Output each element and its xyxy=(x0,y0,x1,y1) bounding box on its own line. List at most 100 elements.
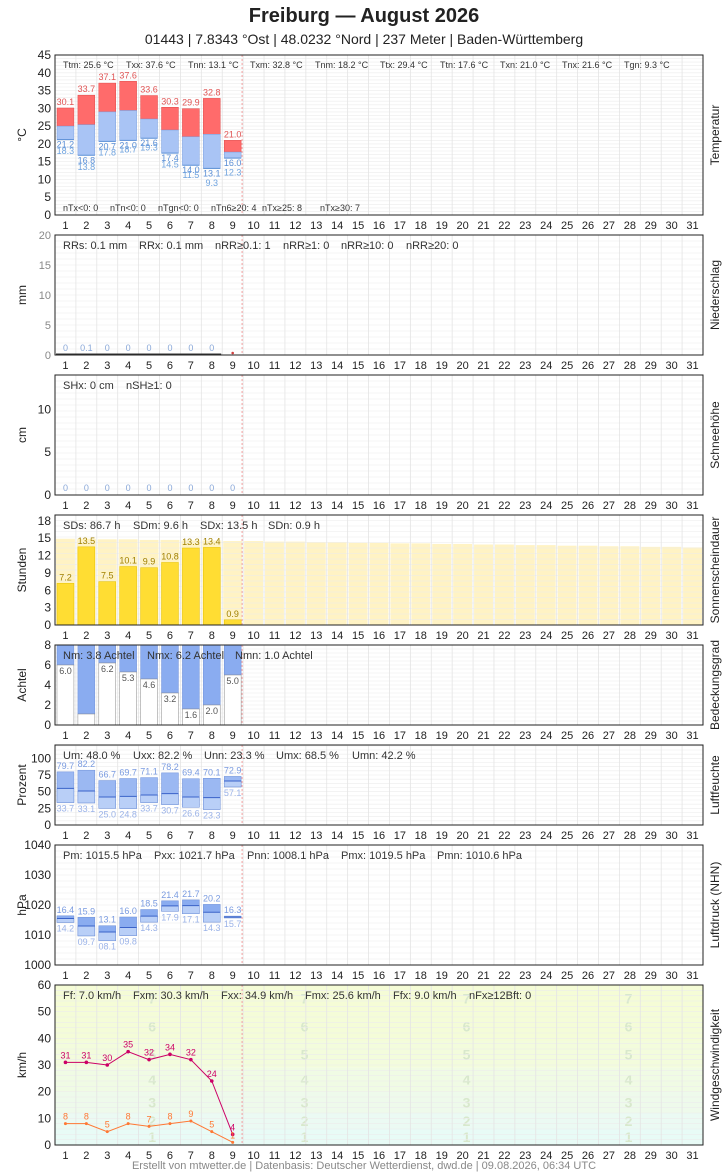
snow-x-tick: 11 xyxy=(269,500,280,512)
clouds-x-tick: 10 xyxy=(247,730,259,742)
clouds-stat: Nmx: 6.2 Achtel xyxy=(147,650,224,662)
precipitation-y-tick: 10 xyxy=(39,290,51,302)
precipitation-y-tick: 0 xyxy=(45,350,51,362)
temperature-frame xyxy=(54,54,704,216)
wind-mean-label: 8 xyxy=(167,1112,172,1122)
precipitation-x-tick: 22 xyxy=(498,360,510,372)
clouds-x-tick: 20 xyxy=(456,730,468,742)
beaufort-label: 4 xyxy=(463,1072,471,1088)
wind-stat: Ffx: 9.0 km/h xyxy=(393,990,457,1002)
snow-x-tick: 23 xyxy=(519,500,531,512)
humidity-x-tick: 10 xyxy=(247,830,259,842)
beaufort-label: 6 xyxy=(463,1018,471,1034)
humidity-min-label: 57.1 xyxy=(224,788,242,798)
sunshine-x-tick: 8 xyxy=(209,630,215,642)
pressure-max-label: 16.4 xyxy=(57,905,75,915)
precipitation-stat: nRR≥20: 0 xyxy=(406,240,459,252)
wind-y-label: km/h xyxy=(15,1052,29,1078)
precipitation-x-tick: 25 xyxy=(561,360,573,372)
sunshine-bar xyxy=(119,566,137,626)
humidity-lower-bar xyxy=(182,796,200,808)
temperature-x-tick: 26 xyxy=(582,220,594,232)
wind-x-tick: 12 xyxy=(289,1150,301,1160)
humidity-stat: Uxx: 82.2 % xyxy=(133,750,193,762)
wind-mean-point xyxy=(189,1119,193,1123)
wind-mean-point xyxy=(168,1122,172,1126)
humidity-x-tick: 4 xyxy=(125,830,131,842)
sunshine-stat: SDs: 86.7 h xyxy=(63,520,120,532)
sunshine-y-tick: 3 xyxy=(44,601,51,615)
beaufort-band xyxy=(55,1011,703,1041)
sunshine-y-label: Stunden xyxy=(15,548,29,593)
wind-x-tick: 28 xyxy=(624,1150,636,1160)
sunshine-x-tick: 10 xyxy=(247,630,259,642)
station-info: 01443 | 7.8343 °Ost | 48.0232 °Nord | 23… xyxy=(144,31,584,47)
humidity-max-label: 66.7 xyxy=(98,770,116,780)
temp-min-label: 21.6 xyxy=(140,138,158,148)
sunshine-y-tick: 18 xyxy=(38,514,52,528)
humidity-x-tick: 27 xyxy=(603,830,615,842)
wind-gust-label: 4 xyxy=(230,1122,235,1132)
sunshine-x-tick: 3 xyxy=(104,630,110,642)
wind-stat: Fxm: 30.3 km/h xyxy=(133,990,209,1002)
beaufort-label: 7 xyxy=(625,990,633,1006)
precipitation-value-label: 0 xyxy=(63,343,68,353)
temperature-x-tick: 20 xyxy=(456,220,468,232)
pressure-x-tick: 9 xyxy=(230,970,236,982)
sunshine-x-tick: 22 xyxy=(498,630,510,642)
temperature-x-tick: 21 xyxy=(477,220,489,232)
pressure-x-tick: 7 xyxy=(188,970,194,982)
precipitation-x-tick: 3 xyxy=(104,360,110,372)
beaufort-label: 6 xyxy=(148,1018,156,1034)
pressure-x-tick: 3 xyxy=(104,970,110,982)
temperature-y-tick: 30 xyxy=(38,101,52,115)
pressure-min-label: 14.2 xyxy=(57,923,75,933)
wind-gust-label: 34 xyxy=(165,1042,175,1052)
wind-x-tick: 14 xyxy=(331,1150,343,1160)
wind-mean-label: 1 xyxy=(230,1130,235,1140)
wind-x-tick: 6 xyxy=(167,1150,173,1160)
snow-y-tick: 5 xyxy=(44,445,51,459)
precipitation-x-tick: 4 xyxy=(125,360,131,372)
clouds-x-tick: 22 xyxy=(498,730,510,742)
temp-min-bar xyxy=(140,118,158,139)
sunshine-value-label: 10.8 xyxy=(161,551,179,561)
pressure-y-tick: 1030 xyxy=(24,868,51,882)
clouds-y-tick: 6 xyxy=(44,658,51,672)
clouds-y-label: Achtel xyxy=(15,668,29,701)
wind-mean-label: 8 xyxy=(126,1112,131,1122)
wind-y-tick: 10 xyxy=(38,1111,52,1125)
snow-x-tick: 2 xyxy=(83,500,89,512)
beaufort-label: 6 xyxy=(301,1018,309,1034)
sunshine-potential-bar xyxy=(285,541,305,625)
beaufort-label: 2 xyxy=(148,1113,156,1129)
wind-gust-point xyxy=(189,1057,193,1062)
temperature-stat: nTx<0: 0 xyxy=(63,203,98,213)
pressure-x-tick: 15 xyxy=(352,970,364,982)
snow-y-tick: 10 xyxy=(38,402,52,416)
humidity-x-tick: 2 xyxy=(83,830,89,842)
wind-x-tick: 18 xyxy=(415,1150,427,1160)
cloud-value-label: 6.2 xyxy=(101,664,114,674)
clouds-side-label: Bedeckungsgrad xyxy=(708,640,722,730)
sunshine-y-tick: 12 xyxy=(38,549,52,563)
wind-x-tick: 24 xyxy=(540,1150,552,1160)
temp-max-label: 33.6 xyxy=(140,85,158,95)
precipitation-y-label: mm xyxy=(15,285,29,305)
pressure-x-tick: 22 xyxy=(498,970,510,982)
snow-x-tick: 8 xyxy=(209,500,215,512)
humidity-x-tick: 20 xyxy=(456,830,468,842)
pressure-max-label: 16.0 xyxy=(119,906,137,916)
wind-y-tick: 0 xyxy=(44,1138,51,1152)
pressure-y-tick: 1000 xyxy=(24,958,51,972)
temperature-stat: Tnm: 18.2 °C xyxy=(315,60,369,70)
precipitation-x-tick: 16 xyxy=(373,360,385,372)
humidity-x-tick: 16 xyxy=(373,830,385,842)
humidity-x-tick: 6 xyxy=(167,830,173,842)
sunshine-x-tick: 7 xyxy=(188,630,194,642)
pressure-x-tick: 27 xyxy=(603,970,615,982)
pressure-x-tick: 31 xyxy=(686,970,698,982)
precipitation-x-tick: 7 xyxy=(188,360,194,372)
snow-y-tick: 0 xyxy=(44,488,51,502)
sunshine-stat: SDx: 13.5 h xyxy=(200,520,257,532)
